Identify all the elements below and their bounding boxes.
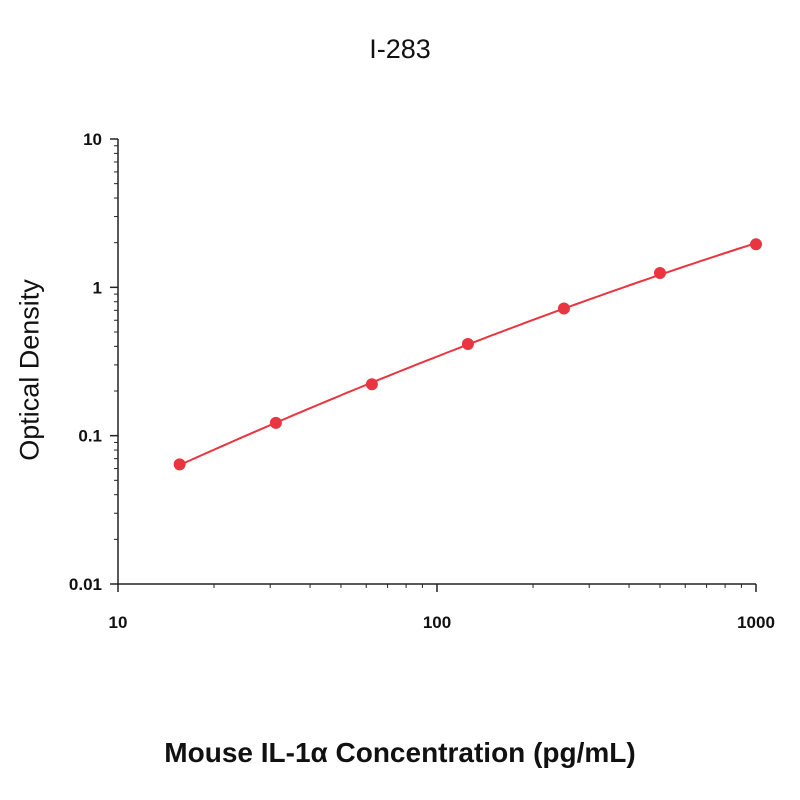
- x-axis-label: Mouse IL-1α Concentration (pg/mL): [164, 737, 636, 768]
- data-point: [365, 378, 378, 391]
- chart-title: I-283: [369, 34, 431, 64]
- y-tick-label: 0.01: [69, 575, 102, 594]
- x-tick-label: 100: [423, 613, 451, 632]
- data-point: [269, 416, 282, 429]
- data-point: [557, 302, 570, 315]
- y-tick-label: 1: [93, 278, 102, 297]
- data-point: [653, 266, 666, 279]
- data-point: [173, 458, 186, 471]
- data-point: [461, 337, 474, 350]
- fit-curve: [179, 242, 757, 467]
- y-tick-label: 10: [83, 130, 102, 149]
- data-point: [750, 238, 762, 251]
- x-tick-label: 1000: [737, 613, 775, 632]
- x-tick-label: 10: [109, 613, 128, 632]
- y-tick-label: 0.1: [78, 427, 102, 446]
